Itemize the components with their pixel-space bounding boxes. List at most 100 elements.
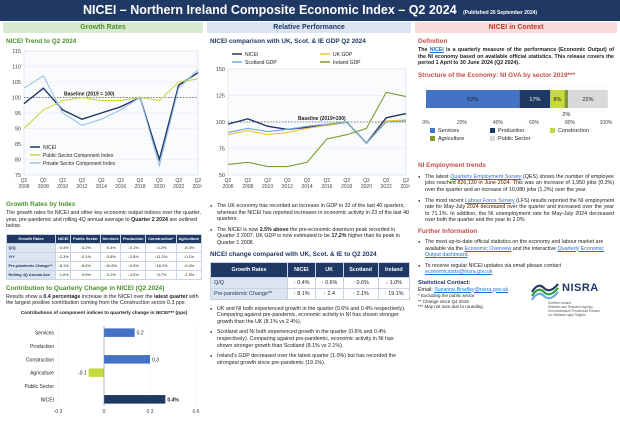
arrow-up-icon: ↑ <box>105 245 108 251</box>
logo-sub-line: Statistics and Research Agency <box>548 304 593 309</box>
arrow-down-icon: ↓ <box>183 245 186 251</box>
table-cell: ↑3.2% <box>99 269 122 280</box>
bullet-text: The most up-to-date official statistics … <box>425 238 604 252</box>
contribution-bold-1: 0.4 percentage <box>43 293 81 300</box>
legend-label: Agriculture <box>438 136 464 142</box>
table-cell: ↓0.1% <box>175 251 203 262</box>
x-tick-label: 20% <box>457 120 468 126</box>
definition-text: The NICEI is a quarterly measure of the … <box>418 47 614 67</box>
x-tick-label: Q2 <box>383 178 390 184</box>
bullet-text: and the interactive <box>511 245 558 252</box>
trend-chart: 7580859095100105110115Q22006Q22008Q22010… <box>12 49 202 190</box>
section-growth-rates: Growth Rates <box>3 22 203 33</box>
stacked-segment <box>519 89 551 108</box>
cell-value: 2.4 <box>327 290 335 297</box>
y-tick-label: 110 <box>12 65 21 71</box>
list-item: UK and NI both experienced growth in the… <box>210 306 410 326</box>
nicei-link[interactable]: NICEI <box>429 47 444 53</box>
x-tick-label: 2022 <box>173 184 184 190</box>
y-tick-label: 75 <box>219 147 225 153</box>
legend-swatch <box>490 135 495 141</box>
x-tick-label: 2024 <box>192 184 202 190</box>
category-label: Production <box>30 344 54 350</box>
x-tick-label: 2008 <box>38 184 49 190</box>
table-row: Q/Q ↑0.4% ↓0.2% ↑0.4% ↓0.1% ↑4.2% ↓8.3% <box>5 242 203 253</box>
contact-title: Statistical Contact: <box>418 279 471 286</box>
cell-value: 0.1% <box>185 254 195 260</box>
cell-value: 3.2% <box>107 272 116 278</box>
cell-value: 10.6% <box>105 263 117 269</box>
series-line-2 <box>227 120 407 145</box>
row-label: Q/Q <box>5 242 57 253</box>
x-tick-label: Q2 <box>137 178 144 184</box>
legend-swatch <box>550 127 555 133</box>
x-tick-label: 0.3 <box>147 409 154 415</box>
footnote-1: * Excluding the public sector <box>418 293 475 299</box>
bar <box>88 368 104 377</box>
cell-value: 18.2% <box>156 263 168 269</box>
cell-value: 0.9% <box>82 272 91 278</box>
legend-label: Services <box>438 128 459 134</box>
arrow-down-icon: ↓ <box>80 245 83 251</box>
right-column: Definition The NICEI is a quarterly meas… <box>418 38 614 330</box>
row-label: Pre-pandemic Change** <box>5 260 57 271</box>
y-tick-label: 95 <box>15 111 21 117</box>
y-tick-label: 85 <box>15 142 21 148</box>
list-item: The latest Quarterly Employment Survey (… <box>418 174 614 194</box>
contact-email-line: Email: Suzanne.Bradley@nisra.gov.uk <box>418 287 614 294</box>
category-label: Public Sector <box>25 384 55 390</box>
cell-value: 2.1% <box>356 290 369 297</box>
cell-value: 3.5% <box>129 254 139 260</box>
comparison-table-title: NICEI change compared with UK, Scot. & I… <box>210 250 377 258</box>
lfs-link[interactable]: Labour Force Survey <box>464 197 515 204</box>
table-cell: ↑1.6% <box>55 269 72 280</box>
intro-bold: Quarter 2 2024 <box>131 216 168 223</box>
bullet-text: To receive regular NICEI updates via ema… <box>425 262 562 269</box>
comparison-chart-title: NICEI comparison with UK, Scot. & IE GDP… <box>210 38 366 45</box>
table-cell: ↑ 2.1% <box>342 287 379 300</box>
legend-label: Scotland GDP <box>245 60 277 66</box>
cell-value: 2.3% <box>59 254 69 260</box>
x-tick-label: 2006 <box>18 184 29 190</box>
table-cell: ↑3.8% <box>99 251 122 262</box>
bullet-text: (LFS) results reported the NI employment… <box>425 197 614 224</box>
arrow-down-icon: ↓ <box>183 254 186 260</box>
table-cell: ↑0.9% <box>70 269 101 280</box>
x-tick-label: 40% <box>493 120 504 126</box>
gva-chart: 52% 17% 8% 2% 22% 0% 20% 40% 60% 80% 100% Services P… <box>422 85 613 142</box>
cell-value: 4.0% <box>129 272 139 278</box>
x-tick-label: Q2 <box>59 178 66 184</box>
table-cell: ↑10.6% <box>99 260 122 271</box>
economic-overview-link[interactable]: Economic Overview <box>464 245 512 252</box>
column-header: Scotland <box>342 261 379 278</box>
table-cell: ↓0.9% <box>120 260 147 271</box>
x-tick-label: 2012 <box>76 184 87 190</box>
dashboard-link[interactable]: Quarterly Economic Output dashboard <box>425 245 605 259</box>
relative-bullets-bottom: UK and NI both experienced growth in the… <box>210 306 410 367</box>
data-label: 22% <box>582 97 593 103</box>
arrow-up-icon: ↑ <box>320 279 326 286</box>
x-tick-label: 2010 <box>57 184 68 190</box>
arrow-down-icon: ↓ <box>183 263 186 269</box>
arrow-up-icon: ↑ <box>323 290 328 297</box>
data-label: 0.3 <box>152 357 159 363</box>
category-label: NICEI <box>41 397 54 403</box>
x-tick-label: Q2 <box>21 178 28 184</box>
x-tick-label: Q2 <box>363 178 370 184</box>
economicstats-email-link[interactable]: economicstats@nisra.gov.uk <box>425 269 493 276</box>
table-row: Rolling 4Q Annual Ave ↑1.6% ↑0.9% ↑3.2% ↓4.0… <box>5 269 203 280</box>
contact-email-link[interactable]: Suzanne.Bradley@nisra.gov.uk <box>434 286 509 293</box>
employment-title: NI Employment trends <box>418 161 486 169</box>
column-header: NICEI <box>286 261 316 278</box>
table-cell: ↑18.2% <box>145 260 177 271</box>
qes-link[interactable]: Quarterly Employment Survey <box>450 173 522 180</box>
column-header: Growth Rates <box>210 261 288 278</box>
table-cell: ↓ 1.0% <box>377 276 411 289</box>
table-cell: ↑ 2.4 <box>314 287 344 300</box>
cell-value: 1.6% <box>59 272 69 278</box>
growth-by-index-title: Growth Rates by Index <box>6 201 76 208</box>
cell-value: 0.4% <box>107 245 116 251</box>
footnote-3: *** May not sum due to rounding <box>418 304 483 310</box>
x-tick-label: 2016 <box>115 184 126 190</box>
cell-value: 0.9% <box>129 263 139 269</box>
